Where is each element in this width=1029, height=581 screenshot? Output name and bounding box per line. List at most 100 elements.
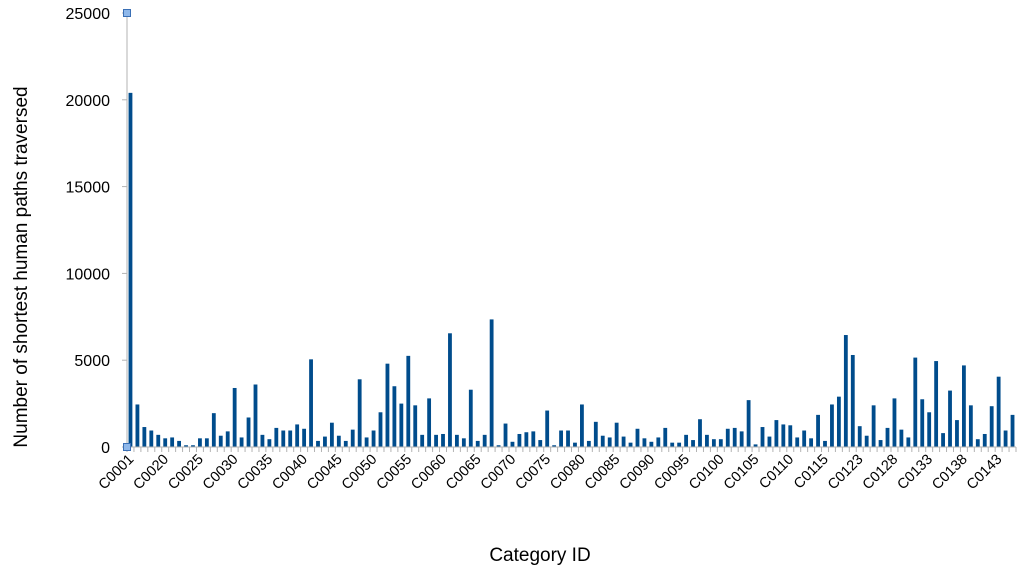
bar	[489, 319, 494, 447]
bar	[184, 445, 188, 447]
bar	[705, 434, 709, 447]
bar	[663, 427, 668, 447]
bar	[260, 434, 265, 447]
bar	[593, 421, 598, 447]
bar	[434, 434, 438, 447]
bar	[607, 437, 612, 447]
bar	[198, 438, 202, 447]
bar	[364, 437, 369, 447]
bar	[836, 396, 841, 447]
bar	[718, 439, 723, 447]
bar	[163, 438, 168, 447]
bar	[746, 400, 751, 447]
bar	[586, 440, 591, 447]
bar	[573, 442, 577, 447]
bar	[135, 404, 140, 447]
bar	[142, 427, 147, 447]
x-axis-title: Category ID	[489, 545, 590, 566]
y-tick-label: 0	[101, 440, 110, 457]
bar	[343, 440, 348, 447]
bars-group	[128, 92, 1015, 448]
x-tick-label: C0075	[512, 452, 554, 494]
x-tick-label: C0055	[374, 452, 416, 494]
bar	[962, 365, 966, 447]
x-tick-label: C0090	[617, 452, 659, 494]
bar	[427, 398, 432, 447]
bar	[378, 412, 383, 447]
x-tick-label: C0110	[756, 452, 797, 493]
x-tick-label: C0080	[547, 452, 589, 494]
bar	[725, 428, 730, 447]
x-tick-label: C0123	[825, 452, 867, 494]
bar	[906, 437, 911, 447]
bar	[170, 437, 175, 447]
bar	[649, 441, 654, 447]
bar	[871, 405, 876, 447]
bar	[475, 440, 480, 447]
bar	[823, 440, 827, 447]
x-tick-label: C0020	[130, 452, 172, 494]
bar	[420, 434, 425, 447]
bar	[371, 430, 376, 447]
bar	[239, 437, 244, 447]
bar	[336, 435, 341, 447]
selection-handle-top[interactable]	[123, 9, 131, 17]
bar	[753, 444, 758, 447]
bar	[677, 442, 682, 447]
y-tick-label: 10000	[66, 266, 111, 283]
selection-handle-bottom[interactable]	[123, 443, 131, 451]
bar	[191, 445, 195, 447]
x-tick-label: C0105	[721, 452, 763, 494]
bar	[454, 434, 459, 447]
bar	[288, 430, 293, 447]
bar	[864, 435, 869, 447]
bar	[857, 426, 862, 447]
bar	[941, 433, 945, 447]
bar	[399, 403, 404, 447]
bar	[566, 430, 570, 447]
x-tick-label: C0025	[165, 452, 207, 494]
x-tick-label: C0133	[894, 452, 936, 494]
bar	[802, 430, 807, 447]
bar	[628, 442, 633, 447]
bar	[982, 433, 987, 447]
bar	[830, 404, 834, 447]
bar	[975, 439, 980, 447]
bar	[989, 406, 994, 447]
bar	[482, 434, 487, 447]
bar	[781, 424, 786, 447]
x-tick-label: C0050	[339, 452, 381, 494]
x-tick-label: C0070	[478, 452, 520, 494]
bar	[323, 436, 327, 447]
bar	[496, 445, 501, 447]
bar	[600, 435, 605, 447]
bar	[538, 440, 543, 447]
bar	[316, 440, 320, 447]
bar	[1003, 430, 1008, 447]
x-tick-label: C0138	[929, 452, 971, 494]
x-tick-label: C0085	[582, 452, 624, 494]
x-tick-label: C0095	[651, 452, 693, 494]
x-tick-label: C0045	[304, 452, 346, 494]
bar	[267, 439, 272, 447]
x-tick-label: C0001	[96, 452, 138, 494]
x-tick-label: C0128	[860, 452, 902, 494]
bar	[510, 441, 515, 447]
bar	[128, 92, 133, 448]
bar	[232, 387, 237, 447]
bar	[552, 445, 557, 447]
bar	[642, 438, 647, 447]
bar	[545, 410, 550, 447]
y-tick-label: 5000	[74, 353, 110, 370]
bar	[350, 429, 355, 447]
y-axis-title: Number of shortest human paths traversed	[11, 86, 32, 447]
bar	[392, 386, 397, 447]
bar	[795, 437, 800, 447]
bar	[385, 363, 390, 447]
bar	[559, 430, 563, 447]
bar	[468, 389, 473, 447]
bar	[302, 428, 307, 447]
bar	[927, 412, 932, 447]
